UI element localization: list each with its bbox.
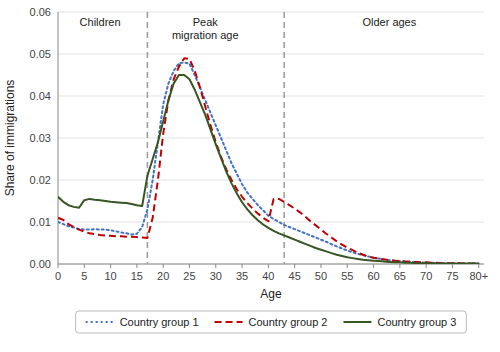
axes: 0.00 0.01 0.02 0.03 0.04 0.05 0.06 0 5 10 15 20 25 30… bbox=[30, 6, 488, 282]
plot-area bbox=[58, 12, 479, 264]
x-tick-label: 10 bbox=[104, 270, 116, 282]
x-tick-label: 80+ bbox=[469, 270, 488, 282]
x-tick bbox=[294, 264, 295, 268]
x-tick bbox=[163, 264, 164, 268]
x-tick-label: 5 bbox=[81, 270, 87, 282]
legend-item: Country group 2 bbox=[215, 316, 328, 328]
x-tick-label: 60 bbox=[367, 270, 379, 282]
y-axis-label: Share of immigrations bbox=[3, 80, 17, 197]
y-axis-line bbox=[58, 12, 59, 264]
y-tick-label: 0.01 bbox=[30, 216, 51, 228]
series-line bbox=[58, 62, 479, 263]
x-tick-label: 55 bbox=[341, 270, 353, 282]
x-axis-label: Age bbox=[260, 287, 282, 301]
x-tick-label: 35 bbox=[236, 270, 248, 282]
legend: Country group 1 Country group 2 Country gr… bbox=[76, 311, 467, 333]
x-tick bbox=[399, 264, 400, 268]
series-line bbox=[58, 75, 479, 264]
x-tick-label: 40 bbox=[262, 270, 274, 282]
reference-line bbox=[147, 12, 149, 264]
series-line bbox=[58, 58, 479, 263]
y-tick-label: 0.02 bbox=[30, 174, 51, 186]
x-tick bbox=[110, 264, 111, 268]
x-tick bbox=[347, 264, 348, 268]
x-tick-label: 70 bbox=[420, 270, 432, 282]
annotation: Children bbox=[80, 16, 121, 28]
annotation: Peakmigration age bbox=[172, 16, 239, 41]
legend-item: Country group 1 bbox=[86, 316, 199, 328]
legend-label: Country group 3 bbox=[377, 316, 456, 328]
x-tick bbox=[320, 264, 321, 268]
x-tick bbox=[136, 264, 137, 268]
annotation: Older ages bbox=[362, 16, 416, 28]
x-tick-label: 30 bbox=[210, 270, 222, 282]
x-tick-label: 50 bbox=[315, 270, 327, 282]
x-tick-label: 15 bbox=[131, 270, 143, 282]
grid-line bbox=[58, 180, 484, 181]
y-tick-label: 0.05 bbox=[30, 48, 51, 60]
grid-line bbox=[58, 96, 484, 97]
legend-item: Country group 3 bbox=[343, 316, 456, 328]
x-tick-label: 0 bbox=[55, 270, 61, 282]
legend-label: Country group 1 bbox=[120, 316, 199, 328]
grid-line bbox=[58, 12, 484, 13]
x-tick-label: 45 bbox=[289, 270, 301, 282]
legend-label: Country group 2 bbox=[249, 316, 328, 328]
x-tick bbox=[215, 264, 216, 268]
x-tick bbox=[189, 264, 190, 268]
x-tick-label: 20 bbox=[157, 270, 169, 282]
y-tick-label: 0.00 bbox=[30, 258, 51, 270]
x-tick bbox=[58, 264, 59, 268]
x-tick bbox=[478, 264, 479, 268]
x-tick bbox=[242, 264, 243, 268]
x-tick bbox=[426, 264, 427, 268]
x-tick-label: 25 bbox=[183, 270, 195, 282]
y-tick-label: 0.03 bbox=[30, 132, 51, 144]
legend-swatch bbox=[86, 321, 114, 323]
legend-box bbox=[76, 311, 467, 333]
grid-line bbox=[58, 54, 484, 55]
legend-swatch bbox=[343, 321, 371, 323]
y-tick-label: 0.04 bbox=[30, 90, 51, 102]
x-tick-label: 65 bbox=[394, 270, 406, 282]
grid-line bbox=[58, 138, 484, 139]
y-tick-label: 0.06 bbox=[30, 6, 51, 18]
chart: 0.00 0.01 0.02 0.03 0.04 0.05 0.06 0 5 10 15 20 25 30… bbox=[0, 0, 500, 352]
x-tick bbox=[268, 264, 269, 268]
legend-swatch bbox=[215, 321, 243, 323]
x-tick-label: 75 bbox=[446, 270, 458, 282]
x-tick bbox=[373, 264, 374, 268]
x-tick bbox=[84, 264, 85, 268]
x-tick bbox=[452, 264, 453, 268]
grid-line bbox=[58, 222, 484, 223]
grid bbox=[58, 12, 484, 264]
